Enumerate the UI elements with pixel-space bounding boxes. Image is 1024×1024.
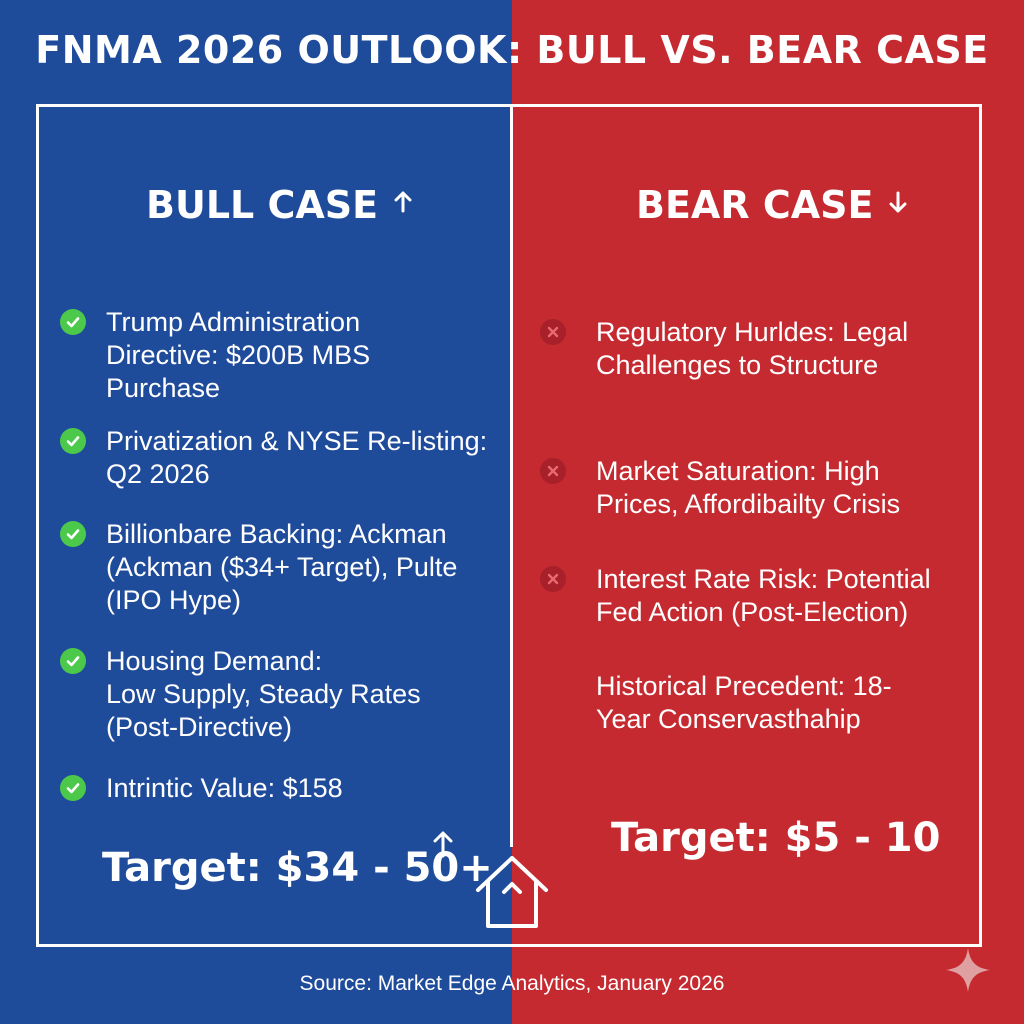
bear-item-text: Historical Precedent: 18- Year Conservas…: [596, 671, 892, 734]
arrow-down-icon: [889, 190, 907, 220]
bear-item: Regulatory Hurldes: Legal Challenges to …: [540, 316, 908, 382]
bull-heading-label: BULL CASE: [146, 183, 379, 227]
bear-item: Market Saturation: High Prices, Affordib…: [540, 455, 900, 521]
x-circle-icon: [540, 319, 566, 345]
x-circle-icon: [540, 458, 566, 484]
bear-item: Historical Precedent: 18- Year Conservas…: [540, 670, 892, 736]
bear-background: [512, 0, 1024, 1024]
arrow-up-icon: [394, 190, 412, 220]
target-arrow-up-icon: [432, 830, 454, 862]
bear-item: Interest Rate Risk: Potential Fed Action…: [540, 563, 931, 629]
bull-item-text: Billionbare Backing: Ackman (Ackman ($34…: [106, 519, 458, 615]
bull-background: [0, 0, 512, 1024]
x-circle-icon: [540, 566, 566, 592]
column-divider: [510, 104, 513, 847]
content-frame: [36, 104, 982, 947]
bear-item-text: Market Saturation: High Prices, Affordib…: [596, 456, 901, 519]
house-icon: [470, 850, 554, 934]
bull-item-text: Privatization & NYSE Re-listing: Q2 2026: [106, 426, 488, 489]
check-circle-icon: [60, 775, 86, 801]
bull-item: Privatization & NYSE Re-listing: Q2 2026: [60, 425, 487, 491]
bull-item: Billionbare Backing: Ackman (Ackman ($34…: [60, 518, 457, 617]
bear-target: Target: $5 - 10: [611, 815, 941, 861]
source-caption: Source: Market Edge Analytics, January 2…: [299, 972, 725, 995]
bull-item-text: Intrintic Value: $158: [106, 773, 343, 803]
bear-heading-label: BEAR CASE: [636, 183, 874, 227]
bear-heading: BEAR CASE: [636, 183, 907, 227]
check-circle-icon: [60, 428, 86, 454]
bull-heading: BULL CASE: [146, 183, 412, 227]
sparkle-icon: [942, 944, 994, 1000]
page-title: FNMA 2026 OUTLOOK: BULL VS. BEAR CASE: [35, 28, 989, 72]
check-circle-icon: [60, 521, 86, 547]
bear-item-text: Interest Rate Risk: Potential Fed Action…: [596, 564, 931, 627]
bull-item: Trump Administration Directive: $200B MB…: [60, 306, 370, 405]
bull-item-text: Trump Administration Directive: $200B MB…: [106, 307, 371, 403]
bull-item-text: Housing Demand: Low Supply, Steady Rates…: [106, 646, 421, 742]
bull-item: Housing Demand: Low Supply, Steady Rates…: [60, 645, 421, 744]
bull-target: Target: $34 - 50+: [102, 845, 493, 891]
bull-item: Intrintic Value: $158: [60, 772, 343, 805]
bear-item-text: Regulatory Hurldes: Legal Challenges to …: [596, 317, 909, 380]
check-circle-icon: [60, 648, 86, 674]
check-circle-icon: [60, 309, 86, 335]
